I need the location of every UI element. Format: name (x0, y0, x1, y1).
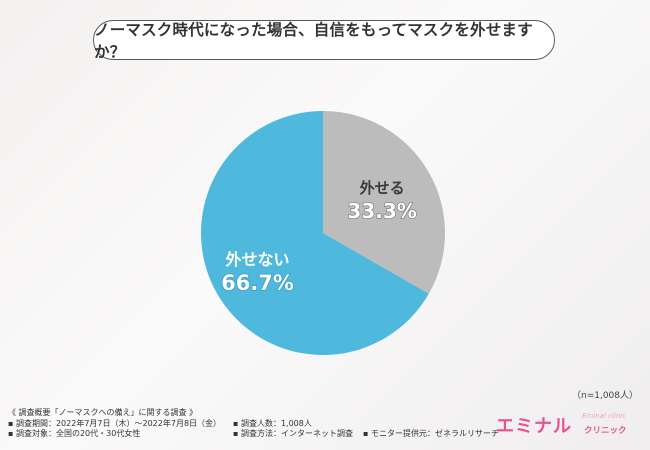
notes-method: ▪ 調査方法：インターネット調査 (233, 429, 353, 438)
logo-main-text: エミナル (496, 416, 572, 437)
pie-slice-2 (200, 111, 429, 355)
slice-value-2: 66.7% (221, 271, 294, 295)
survey-question: ノーマスク時代になった場合、自信をもってマスクを外せますか？ (93, 20, 555, 61)
pie-slice-1 (323, 111, 446, 294)
survey-notes: 《 調査概要「ノーマスクへの備え」に関する調査 》 ▪ 調査期間：2022年7月… (8, 408, 499, 446)
notes-target: ▪ 調査対象：全国の20代・30代女性 (8, 429, 141, 438)
clinic-logo: エミナル Eminal clinic クリニック (496, 412, 636, 442)
sample-size: （n=1,008人） (571, 391, 638, 401)
logo-script-text: Eminal clinic (582, 412, 627, 420)
notes-period: ▪ 調査期間：2022年7月7日（木）〜2022年7月8日（金） (8, 418, 222, 428)
slice-label-2: 外せない (225, 250, 290, 269)
logo-sub-text: クリニック (584, 426, 627, 436)
slice-value-1: 33.3% (347, 199, 416, 223)
slice-label-1: 外せる (359, 179, 405, 197)
notes-heading: 《 調査概要「ノーマスクへの備え」に関する調査 》 (8, 408, 198, 417)
notes-provider: ▪ モニター提供元：ゼネラルリサーチ (363, 429, 499, 438)
notes-count: ▪ 調査人数：1,008人 (233, 418, 312, 428)
